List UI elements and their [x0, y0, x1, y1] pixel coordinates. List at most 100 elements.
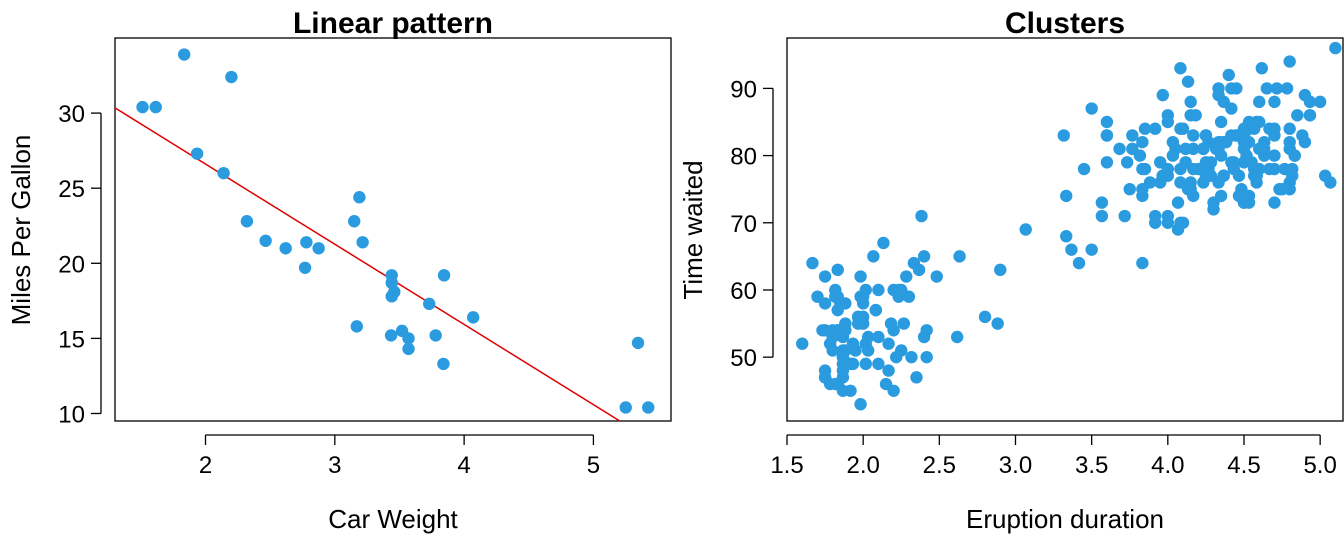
data-point [1278, 162, 1291, 176]
data-point [818, 270, 832, 283]
data-point [1303, 109, 1317, 122]
data-point [1268, 122, 1281, 135]
y-axis: 10 15 20 25 30 [58, 101, 102, 428]
x-tick-label: 2.5 [923, 452, 956, 479]
data-point [1169, 142, 1182, 156]
data-point [900, 270, 913, 283]
plot-frame [114, 37, 672, 422]
data-point [437, 357, 450, 371]
data-point [1275, 182, 1289, 196]
data-point [991, 317, 1004, 330]
data-point [437, 269, 451, 282]
data-point [854, 398, 867, 411]
x-axis: 2 3 4 5 [199, 434, 600, 479]
data-point [1148, 122, 1162, 135]
data-point [869, 303, 883, 317]
data-point [1237, 142, 1251, 156]
data-point [1072, 256, 1086, 270]
data-points [136, 48, 655, 414]
data-point [259, 234, 272, 247]
data-point [300, 236, 313, 249]
data-point [818, 364, 832, 377]
data-point [1100, 156, 1114, 169]
data-point [882, 364, 895, 377]
data-point [466, 311, 480, 324]
data-point [1260, 82, 1274, 95]
data-point [1268, 95, 1281, 109]
data-point [829, 377, 842, 391]
data-point [1232, 189, 1246, 203]
data-point [811, 290, 824, 303]
x-axis: 1.5 2.0 2.5 3.0 3.5 4.0 4.5 5.0 [770, 434, 1337, 479]
data-point [136, 100, 149, 114]
data-point [1126, 129, 1139, 142]
data-point [895, 283, 908, 297]
data-point [1136, 182, 1149, 196]
data-point [1329, 41, 1342, 55]
data-point [882, 337, 895, 350]
data-point [879, 377, 893, 391]
data-point [1225, 82, 1238, 95]
x-tick-label: 3.5 [1075, 452, 1108, 479]
plot-frame [786, 37, 1344, 422]
data-point [1057, 129, 1070, 142]
data-point [887, 324, 900, 337]
data-point [1242, 122, 1256, 135]
data-point [877, 236, 890, 250]
data-point [1199, 129, 1213, 142]
data-point [1230, 129, 1243, 142]
data-point [854, 270, 867, 283]
data-point [1100, 115, 1114, 129]
data-point [1270, 82, 1284, 95]
data-point [1204, 156, 1218, 169]
y-tick-label: 20 [58, 251, 85, 278]
trend-line-group [114, 107, 621, 422]
data-point [872, 330, 885, 344]
data-point [1136, 256, 1149, 270]
data-point [1154, 156, 1167, 169]
data-point [1179, 142, 1192, 156]
y-tick-label: 50 [730, 345, 757, 372]
data-point [1085, 243, 1098, 256]
data-point [836, 350, 850, 364]
data-point [1184, 95, 1197, 109]
x-tick-label: 3 [328, 452, 341, 479]
data-points [796, 41, 1342, 411]
data-point [994, 263, 1007, 277]
data-point [1283, 122, 1296, 135]
data-point [1255, 62, 1269, 75]
data-point [897, 317, 911, 330]
data-point [1148, 209, 1162, 223]
y-tick-label: 15 [58, 326, 85, 353]
data-point [831, 263, 844, 277]
data-point [1161, 216, 1175, 229]
data-point [1171, 196, 1185, 209]
data-point [1184, 182, 1197, 196]
data-point [225, 70, 238, 84]
data-point [859, 357, 872, 371]
panel-clusters: Clusters 1.5 2.0 2.5 3.0 3.5 4.0 4.5 5.0 50 60 70… [678, 7, 1344, 534]
data-point [978, 310, 992, 324]
y-tick-label: 25 [58, 176, 85, 203]
data-point [619, 401, 632, 414]
y-tick-label: 60 [730, 278, 757, 305]
chart-title: Linear pattern [293, 7, 493, 40]
data-point [920, 324, 933, 337]
data-point [1156, 88, 1169, 102]
data-point [1212, 88, 1225, 102]
data-point [950, 330, 964, 344]
data-point [1214, 115, 1228, 129]
data-point [1187, 129, 1200, 142]
data-point [846, 337, 860, 350]
data-point [1060, 189, 1073, 203]
y-tick-label: 90 [730, 76, 757, 103]
data-point [1019, 223, 1032, 236]
data-point [1298, 135, 1312, 149]
data-point [353, 191, 366, 204]
data-point [279, 242, 292, 255]
data-point [907, 256, 921, 270]
data-point [298, 261, 312, 274]
data-point [1268, 149, 1281, 162]
data-point [1245, 156, 1258, 169]
